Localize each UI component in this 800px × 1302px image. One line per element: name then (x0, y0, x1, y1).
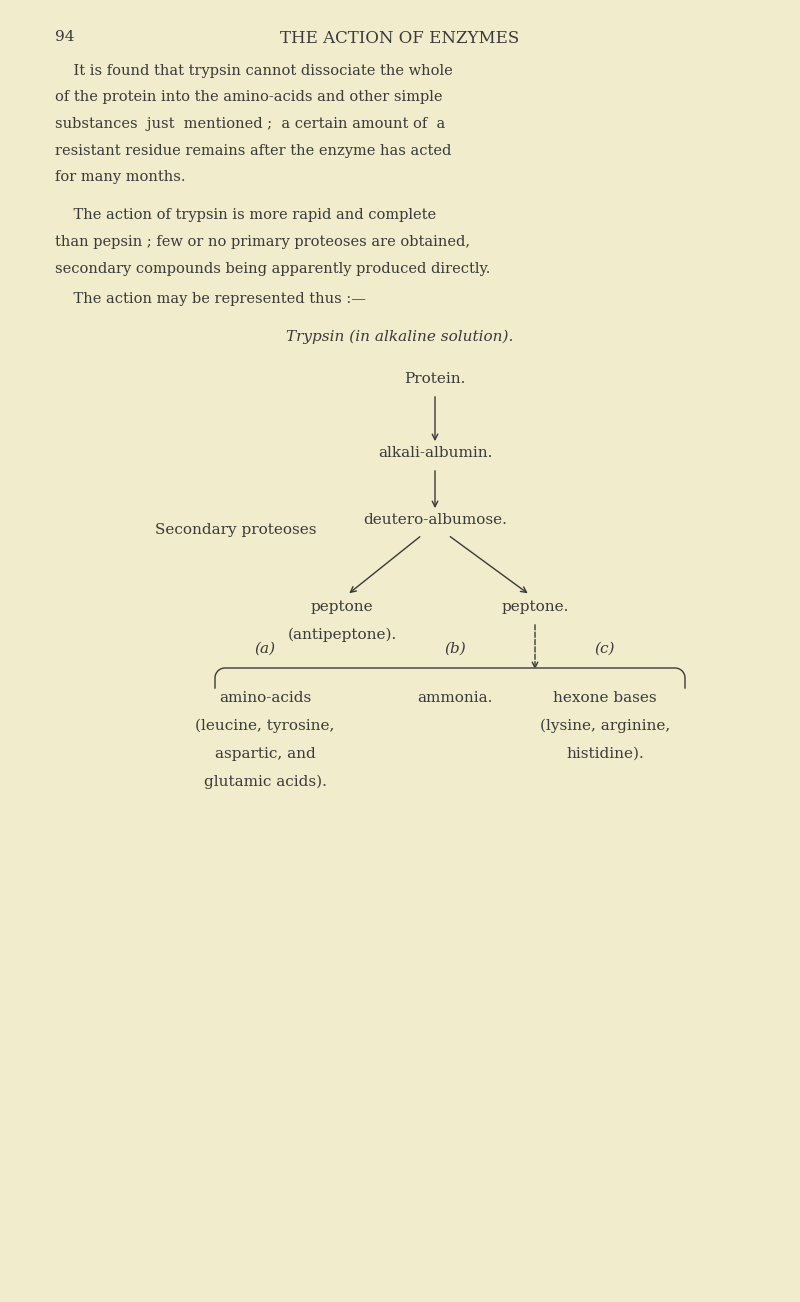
Text: (antipeptone).: (antipeptone). (287, 628, 397, 642)
Text: ammonia.: ammonia. (418, 691, 493, 704)
Text: glutamic acids).: glutamic acids). (203, 775, 326, 789)
Text: aspartic, and: aspartic, and (214, 747, 315, 760)
Text: resistant residue remains after the enzyme has acted: resistant residue remains after the enzy… (55, 143, 451, 158)
Text: peptone: peptone (310, 600, 374, 615)
Text: (b): (b) (444, 642, 466, 656)
Text: The action of trypsin is more rapid and complete: The action of trypsin is more rapid and … (55, 208, 436, 223)
Text: (lysine, arginine,: (lysine, arginine, (540, 719, 670, 733)
Text: Protein.: Protein. (404, 372, 466, 385)
Text: secondary compounds being apparently produced directly.: secondary compounds being apparently pro… (55, 262, 490, 276)
Text: The action may be represented thus :—: The action may be represented thus :— (55, 292, 366, 306)
Text: histidine).: histidine). (566, 747, 644, 760)
Text: of the protein into the amino-acids and other simple: of the protein into the amino-acids and … (55, 91, 442, 104)
Text: amino-acids: amino-acids (219, 691, 311, 704)
Text: for many months.: for many months. (55, 171, 186, 184)
Text: Trypsin (in alkaline solution).: Trypsin (in alkaline solution). (286, 329, 514, 345)
Text: substances  just  mentioned ;  a certain amount of  a: substances just mentioned ; a certain am… (55, 117, 446, 132)
Text: hexone bases: hexone bases (553, 691, 657, 704)
Text: Secondary proteoses: Secondary proteoses (155, 523, 317, 536)
Text: peptone.: peptone. (502, 600, 569, 615)
Text: It is found that trypsin cannot dissociate the whole: It is found that trypsin cannot dissocia… (55, 64, 453, 78)
Text: (a): (a) (254, 642, 275, 656)
Text: alkali-albumin.: alkali-albumin. (378, 447, 492, 460)
Text: (c): (c) (594, 642, 615, 656)
Text: 94: 94 (55, 30, 74, 44)
Text: deutero-albumose.: deutero-albumose. (363, 513, 507, 527)
Text: THE ACTION OF ENZYMES: THE ACTION OF ENZYMES (280, 30, 520, 47)
Text: than pepsin ; few or no primary proteoses are obtained,: than pepsin ; few or no primary proteose… (55, 234, 470, 249)
Text: (leucine, tyrosine,: (leucine, tyrosine, (195, 719, 334, 733)
